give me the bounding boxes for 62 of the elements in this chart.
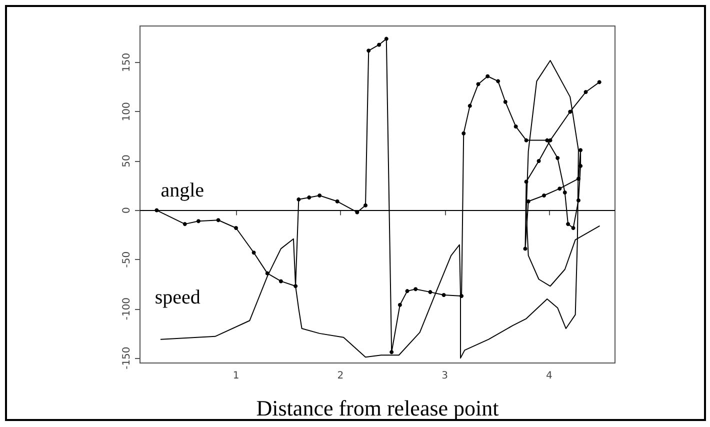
point — [462, 131, 466, 136]
point — [216, 218, 220, 222]
point — [524, 138, 528, 142]
point — [556, 156, 560, 160]
point — [398, 302, 402, 307]
point — [514, 124, 518, 129]
y-tick-label: 0 — [122, 207, 132, 214]
series-label: speed — [154, 286, 200, 308]
point — [335, 199, 340, 204]
point — [468, 104, 472, 108]
point — [377, 42, 382, 47]
point — [571, 226, 576, 230]
point — [558, 186, 562, 191]
x-tick-label: 2 — [337, 370, 344, 382]
point — [566, 222, 570, 226]
y-tick-label: 100 — [122, 102, 132, 122]
point — [562, 190, 567, 195]
x-tick-label: 3 — [442, 370, 448, 382]
point — [414, 287, 418, 292]
point — [405, 289, 410, 294]
point — [576, 176, 580, 181]
point — [265, 271, 270, 276]
point — [503, 100, 508, 104]
point — [576, 198, 580, 202]
x-axis-title: Distance from release point — [256, 396, 499, 420]
point — [234, 226, 238, 230]
point — [366, 48, 371, 53]
point — [384, 36, 388, 41]
point — [568, 110, 572, 114]
point — [548, 138, 552, 142]
point — [296, 197, 301, 202]
point — [307, 195, 312, 200]
y-tick-label: 50 — [122, 154, 132, 168]
point — [584, 90, 588, 94]
point — [486, 74, 490, 78]
point — [318, 193, 322, 198]
point — [460, 294, 464, 298]
point — [597, 80, 602, 84]
point — [278, 279, 283, 284]
point — [524, 180, 528, 184]
point — [182, 222, 187, 226]
point — [476, 82, 480, 86]
point — [390, 350, 394, 354]
point — [364, 203, 368, 208]
point — [578, 164, 583, 168]
point — [536, 159, 541, 163]
y-tick-label: -150 — [122, 346, 132, 370]
point — [578, 148, 583, 152]
point — [442, 293, 446, 298]
point — [496, 79, 500, 84]
point — [428, 290, 432, 294]
y-tick-label: -50 — [122, 251, 132, 268]
x-tick-label: 1 — [232, 370, 240, 382]
x-tick-label: 4 — [546, 370, 552, 382]
point — [294, 284, 298, 288]
series-label: angle — [160, 179, 204, 202]
point — [542, 193, 546, 198]
point — [252, 250, 256, 255]
y-tick-label: -100 — [122, 297, 132, 320]
point — [523, 246, 528, 251]
y-tick-label: 150 — [122, 52, 132, 72]
point — [196, 219, 200, 224]
